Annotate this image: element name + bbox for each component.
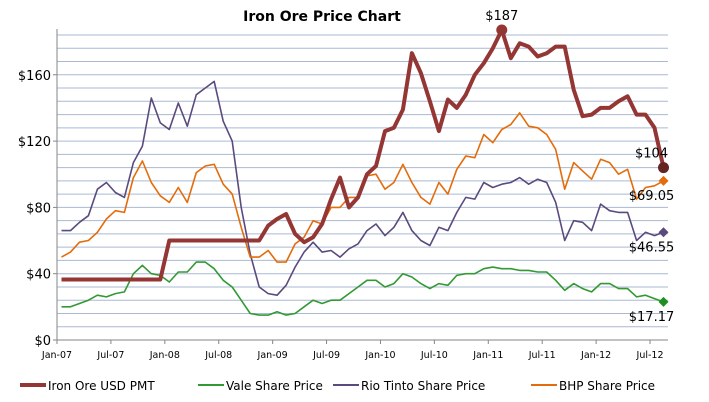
chart-title: Iron Ore Price Chart xyxy=(243,9,401,25)
data-point-marker xyxy=(658,227,669,238)
x-tick-label: Jan-08 xyxy=(149,350,180,361)
x-tick-label: Jan-12 xyxy=(580,350,611,361)
x-tick-label: Jan-07 xyxy=(41,350,72,361)
x-tick-label: Jul-11 xyxy=(528,350,556,361)
legend: Iron Ore USD PMT Vale Share Price Rio Tint… xyxy=(20,379,655,393)
legend-label: BHP Share Price xyxy=(559,379,655,393)
data-point-marker xyxy=(658,296,669,307)
x-tick-label: Jul-07 xyxy=(96,350,124,361)
x-tick-label: Jul-08 xyxy=(204,350,232,361)
data-label: $69.05 xyxy=(629,189,675,204)
y-tick-label: $40 xyxy=(26,268,51,283)
x-tick-label: Jul-10 xyxy=(420,350,448,361)
data-label: $187 xyxy=(485,9,518,24)
data-point-marker xyxy=(658,162,670,174)
data-label: $104 xyxy=(635,147,668,162)
data-label: $17.17 xyxy=(629,310,675,325)
y-tick-label: $0 xyxy=(34,334,51,349)
legend-label: Iron Ore USD PMT xyxy=(48,379,155,393)
x-tick-label: Jul-12 xyxy=(636,350,664,361)
y-tick-label: $80 xyxy=(26,201,51,216)
x-tick-label: Jul-09 xyxy=(312,350,340,361)
axes: $0 $40 $80 $120 $160 Jan-07 Jul-07 Jan-08 Jul-08… xyxy=(18,29,668,361)
series-line-rio-tinto-share-price xyxy=(61,80,664,297)
series-lines xyxy=(61,24,670,316)
data-labels: $17.17 $46.55 $69.05 $187 $104 xyxy=(485,9,674,325)
series-line-iron-ore-usd-pmt xyxy=(61,28,666,282)
series-line-vale-share-price xyxy=(61,261,664,316)
x-tick-label: Jan-10 xyxy=(364,350,395,361)
legend-label: Vale Share Price xyxy=(226,379,323,393)
data-point-marker xyxy=(658,175,669,186)
y-tick-label: $160 xyxy=(18,69,51,84)
data-point-marker xyxy=(496,24,508,36)
x-tick-label: Jan-09 xyxy=(257,350,288,361)
x-tick-label: Jan-11 xyxy=(472,350,503,361)
y-tick-label: $120 xyxy=(18,135,51,150)
legend-label: Rio Tinto Share Price xyxy=(361,379,485,393)
data-label: $46.55 xyxy=(629,240,675,255)
